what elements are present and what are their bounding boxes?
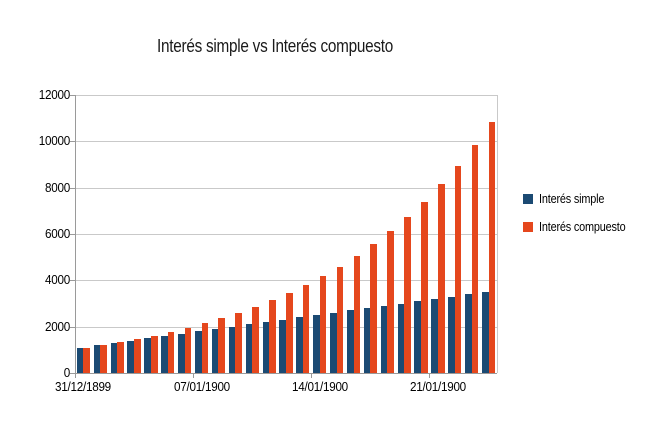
- bar-interes-simple: [76, 347, 84, 373]
- bar-interes-compuesto: [353, 255, 361, 373]
- x-axis-label: 31/12/1899: [55, 379, 112, 394]
- x-axis-label: 07/01/1900: [173, 379, 230, 394]
- y-axis-label: 4000: [45, 272, 70, 288]
- bar-interes-compuesto: [471, 144, 479, 373]
- bar-interes-compuesto: [421, 201, 428, 373]
- bar-interes-compuesto: [336, 266, 344, 373]
- bar-interes-compuesto: [83, 347, 91, 373]
- bar-interes-simple: [144, 338, 151, 373]
- bar-interes-compuesto: [404, 217, 411, 373]
- y-axis-label: 10000: [38, 133, 70, 149]
- bar-interes-compuesto: [235, 312, 242, 373]
- bar-interes-simple: [228, 326, 236, 373]
- y-axis-label: 2000: [45, 318, 70, 334]
- bar-interes-compuesto: [134, 339, 141, 373]
- bar-interes-simple: [330, 312, 337, 373]
- gridline: [75, 280, 497, 282]
- y-axis-label: 6000: [45, 226, 70, 241]
- x-axis-label: 21/01/1900: [409, 379, 466, 394]
- legend-item-simple: Interés simple: [523, 192, 638, 206]
- bar-interes-compuesto: [252, 306, 259, 373]
- chart-title: Interés simple vs Interés compuesto: [157, 36, 393, 56]
- bar-interes-simple: [363, 308, 371, 373]
- bar-interes-simple: [110, 342, 118, 373]
- x-axis-tick: [75, 373, 76, 378]
- bar-interes-simple: [346, 310, 354, 373]
- bar-interes-compuesto: [269, 300, 276, 373]
- legend-label-simple: Interés simple: [539, 192, 605, 206]
- bar-interes-compuesto: [370, 244, 377, 373]
- y-axis-tick: [70, 326, 75, 328]
- y-axis-tick: [70, 95, 75, 96]
- bar-interes-compuesto: [302, 285, 310, 373]
- bar-interes-compuesto: [150, 335, 158, 373]
- bar-interes-simple: [211, 328, 219, 373]
- bar-interes-compuesto: [454, 165, 462, 373]
- bar-interes-simple: [465, 294, 472, 373]
- legend-label-compuesto: Interés compuesto: [539, 220, 626, 234]
- y-axis-tick: [70, 187, 75, 189]
- legend: Interés simple Interés compuesto: [523, 192, 638, 249]
- bar-interes-compuesto: [286, 293, 293, 373]
- bar-interes-compuesto: [117, 342, 124, 373]
- bar-interes-simple: [161, 335, 168, 373]
- bar-interes-compuesto: [319, 276, 327, 373]
- x-axis-tick: [429, 373, 431, 378]
- bar-interes-simple: [93, 345, 101, 373]
- y-axis-tick: [70, 280, 75, 282]
- bar-interes-simple: [279, 319, 286, 373]
- bar-interes-compuesto: [184, 327, 192, 373]
- bar-interes-simple: [313, 315, 320, 373]
- bar-interes-compuesto: [100, 344, 107, 373]
- legend-swatch-simple-icon: [523, 194, 533, 204]
- y-axis-label: 8000: [45, 179, 70, 195]
- y-axis-tick: [70, 373, 75, 374]
- bar-interes-simple: [397, 303, 405, 373]
- bar-interes-simple: [245, 324, 253, 373]
- y-axis-label: 0: [63, 365, 71, 380]
- x-axis-line: [75, 373, 497, 374]
- bar-interes-simple: [448, 296, 455, 373]
- bar-interes-compuesto: [437, 184, 445, 373]
- y-axis-label: 12000: [38, 87, 70, 102]
- bar-interes-simple: [414, 301, 422, 373]
- bar-interes-simple: [296, 317, 303, 373]
- x-axis-label: 14/01/1900: [291, 379, 348, 394]
- plot-right-border: [497, 95, 498, 373]
- y-axis-tick: [70, 234, 75, 235]
- legend-swatch-compuesto-icon: [523, 222, 533, 232]
- gridline: [75, 187, 497, 189]
- bar-interes-simple: [431, 298, 438, 373]
- x-axis-tick: [193, 373, 195, 378]
- y-axis-tick: [70, 141, 75, 143]
- bar-interes-simple: [195, 331, 202, 373]
- legend-item-compuesto: Interés compuesto: [523, 220, 638, 234]
- y-axis-line: [75, 95, 76, 373]
- bar-interes-simple: [481, 291, 489, 373]
- bar-interes-compuesto: [201, 323, 209, 373]
- bar-interes-simple: [380, 305, 388, 373]
- bar-interes-simple: [178, 333, 185, 373]
- gridline: [75, 234, 497, 235]
- bar-interes-compuesto: [387, 231, 394, 373]
- bar-interes-compuesto: [167, 331, 175, 373]
- gridline: [75, 141, 497, 143]
- bar-interes-compuesto: [488, 121, 496, 373]
- x-axis-tick: [311, 373, 313, 378]
- gridline: [75, 95, 497, 96]
- bar-interes-compuesto: [218, 318, 226, 373]
- bar-interes-simple: [127, 340, 135, 373]
- bar-interes-simple: [262, 322, 270, 373]
